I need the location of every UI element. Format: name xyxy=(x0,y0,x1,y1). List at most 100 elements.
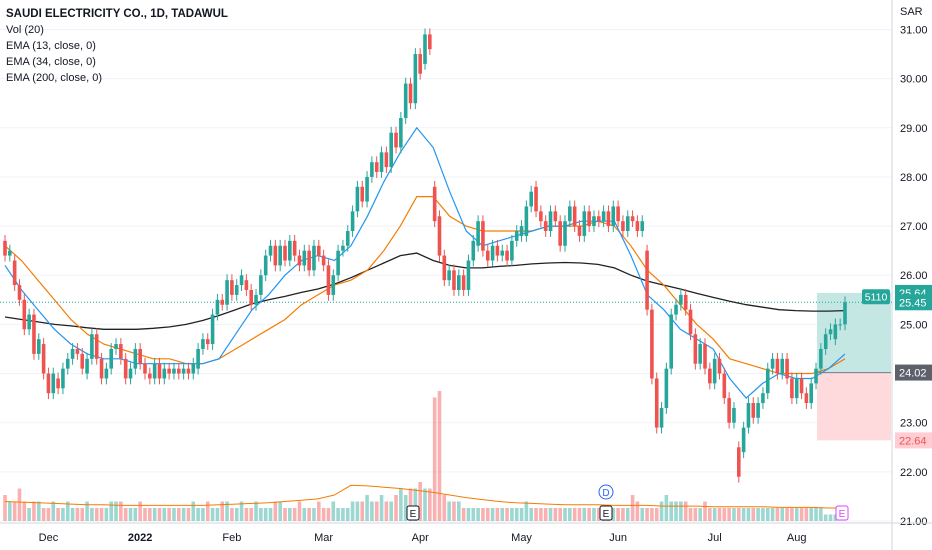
candle[interactable] xyxy=(350,211,355,232)
candle[interactable] xyxy=(529,191,534,207)
candle[interactable] xyxy=(90,334,94,359)
candle[interactable] xyxy=(249,289,254,305)
candle[interactable] xyxy=(119,344,123,359)
candle[interactable] xyxy=(215,299,220,315)
candle[interactable] xyxy=(389,132,394,168)
candle[interactable] xyxy=(167,368,171,374)
candle[interactable] xyxy=(210,314,215,345)
candle[interactable] xyxy=(746,403,751,428)
candle[interactable] xyxy=(442,255,447,281)
candle[interactable] xyxy=(138,348,142,364)
candle[interactable] xyxy=(688,309,693,335)
candle[interactable] xyxy=(819,348,823,369)
position-stop-zone[interactable] xyxy=(817,372,891,441)
candle[interactable] xyxy=(606,211,611,227)
candle[interactable] xyxy=(244,280,249,290)
candle[interactable] xyxy=(128,368,133,379)
candle[interactable] xyxy=(176,368,181,374)
candle[interactable] xyxy=(770,358,775,369)
candle[interactable] xyxy=(727,398,731,423)
candle[interactable] xyxy=(785,358,789,379)
earnings-marker[interactable] xyxy=(599,505,613,521)
candle[interactable] xyxy=(302,250,307,266)
candle[interactable] xyxy=(471,240,476,261)
candle[interactable] xyxy=(8,250,12,256)
earnings-marker[interactable] xyxy=(406,505,420,521)
candle[interactable] xyxy=(32,314,36,354)
legend-ema34[interactable]: EMA (34, close, 0) xyxy=(6,56,96,68)
candle[interactable] xyxy=(466,260,471,290)
candle[interactable] xyxy=(659,407,664,428)
candle[interactable] xyxy=(495,245,500,256)
candle[interactable] xyxy=(823,334,828,349)
candle[interactable] xyxy=(56,378,60,389)
candle[interactable] xyxy=(152,363,157,379)
candle[interactable] xyxy=(717,358,722,374)
candle[interactable] xyxy=(456,275,461,290)
candle[interactable] xyxy=(679,294,683,305)
candle[interactable] xyxy=(625,216,630,232)
candle[interactable] xyxy=(563,221,567,246)
candle[interactable] xyxy=(732,407,736,423)
candle[interactable] xyxy=(365,176,369,202)
candle[interactable] xyxy=(70,348,75,359)
candle[interactable] xyxy=(273,245,278,266)
candle[interactable] xyxy=(534,186,538,212)
candle[interactable] xyxy=(514,231,519,241)
candle[interactable] xyxy=(683,294,688,310)
position-target-zone[interactable] xyxy=(817,292,891,373)
candle[interactable] xyxy=(283,245,287,261)
candle[interactable] xyxy=(3,240,7,256)
candle[interactable] xyxy=(761,393,765,404)
candle[interactable] xyxy=(481,221,485,251)
earnings-marker[interactable] xyxy=(835,505,849,521)
candle[interactable] xyxy=(654,378,659,428)
candle[interactable] xyxy=(143,363,147,374)
candle[interactable] xyxy=(505,250,509,261)
candle[interactable] xyxy=(751,403,756,418)
candle[interactable] xyxy=(741,427,746,453)
candle[interactable] xyxy=(447,270,451,281)
candle[interactable] xyxy=(148,373,152,379)
candle[interactable] xyxy=(341,245,345,251)
candle[interactable] xyxy=(408,83,413,104)
candle[interactable] xyxy=(360,186,365,202)
candle[interactable] xyxy=(307,250,311,271)
candle[interactable] xyxy=(543,221,548,232)
candle[interactable] xyxy=(65,358,70,369)
candle[interactable] xyxy=(403,83,408,118)
candle[interactable] xyxy=(437,216,442,256)
candle[interactable] xyxy=(452,270,456,290)
candle[interactable] xyxy=(592,216,596,227)
candle[interactable] xyxy=(539,211,543,222)
candle[interactable] xyxy=(548,211,553,232)
candle[interactable] xyxy=(432,186,437,222)
candle[interactable] xyxy=(321,255,326,266)
candle[interactable] xyxy=(75,348,80,354)
candle[interactable] xyxy=(500,250,505,256)
candle[interactable] xyxy=(838,324,842,326)
candle[interactable] xyxy=(99,358,104,379)
candle[interactable] xyxy=(428,34,432,50)
candle[interactable] xyxy=(596,216,601,222)
candle[interactable] xyxy=(186,368,191,374)
candle[interactable] xyxy=(355,186,360,212)
candle[interactable] xyxy=(181,368,186,374)
candle[interactable] xyxy=(278,245,282,266)
position-qty-badge[interactable] xyxy=(862,289,890,305)
candle[interactable] xyxy=(12,260,17,286)
candle[interactable] xyxy=(157,363,162,379)
candle[interactable] xyxy=(196,348,200,369)
candle[interactable] xyxy=(650,309,654,379)
candle[interactable] xyxy=(794,378,799,399)
candle[interactable] xyxy=(582,211,587,236)
candle[interactable] xyxy=(775,358,780,374)
candle[interactable] xyxy=(828,329,833,335)
candle[interactable] xyxy=(191,363,196,374)
candle[interactable] xyxy=(292,240,297,256)
candle[interactable] xyxy=(621,221,625,232)
candle[interactable] xyxy=(833,324,838,340)
candle[interactable] xyxy=(553,211,558,222)
candle[interactable] xyxy=(80,353,85,369)
